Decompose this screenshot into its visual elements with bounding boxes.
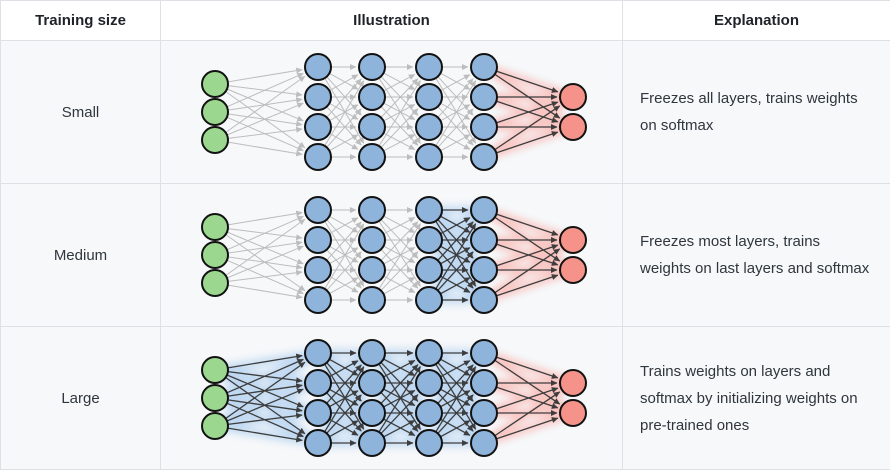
hidden-node: [416, 257, 442, 283]
hidden-node: [359, 197, 385, 223]
hidden-node: [359, 430, 385, 456]
header-training-size: Training size: [1, 1, 161, 41]
hidden-node: [471, 430, 497, 456]
hidden-node: [471, 340, 497, 366]
hidden-node: [471, 197, 497, 223]
explanation-large: Trains weights on layers and softmax by …: [623, 327, 890, 470]
hidden-node: [471, 114, 497, 140]
hidden-node: [359, 144, 385, 170]
table-row-medium: Medium Freezes most layers, trains weigh…: [1, 184, 890, 327]
hidden-node: [471, 84, 497, 110]
network-illustration-large: [161, 327, 623, 470]
input-node: [202, 357, 228, 383]
input-node: [202, 242, 228, 268]
hidden-node: [359, 114, 385, 140]
hidden-node: [305, 430, 331, 456]
network-illustration-medium: [161, 184, 623, 327]
input-node: [202, 99, 228, 125]
hidden-node: [305, 370, 331, 396]
hidden-node: [305, 227, 331, 253]
explanation-medium: Freezes most layers, trains weights on l…: [623, 184, 890, 327]
hidden-node: [471, 370, 497, 396]
input-node: [202, 214, 228, 240]
hidden-node: [416, 400, 442, 426]
hidden-node: [359, 84, 385, 110]
hidden-node: [416, 114, 442, 140]
header-explanation: Explanation: [623, 1, 890, 41]
hidden-node: [305, 257, 331, 283]
hidden-node: [305, 144, 331, 170]
hidden-node: [359, 227, 385, 253]
hidden-node: [305, 400, 331, 426]
input-node: [202, 270, 228, 296]
hidden-node: [305, 114, 331, 140]
header-illustration: Illustration: [161, 1, 623, 41]
output-node: [560, 84, 586, 110]
hidden-node: [359, 287, 385, 313]
hidden-node: [305, 197, 331, 223]
table-row-small: Small Freezes all layers, trains weights…: [1, 41, 890, 184]
hidden-node: [471, 400, 497, 426]
input-node: [202, 413, 228, 439]
hidden-node: [305, 340, 331, 366]
hidden-node: [359, 257, 385, 283]
row-label-large: Large: [1, 327, 161, 470]
hidden-node: [305, 287, 331, 313]
hidden-node: [359, 54, 385, 80]
hidden-node: [416, 54, 442, 80]
hidden-node: [359, 340, 385, 366]
hidden-node: [471, 287, 497, 313]
explanation-small: Freezes all layers, trains weights on so…: [623, 41, 890, 184]
hidden-node: [416, 227, 442, 253]
hidden-node: [416, 144, 442, 170]
neural-network-svg: [162, 41, 622, 183]
hidden-node: [416, 287, 442, 313]
input-node: [202, 71, 228, 97]
header-row: Training size Illustration Explanation: [1, 1, 890, 41]
hidden-node: [471, 227, 497, 253]
hidden-node: [416, 340, 442, 366]
output-node: [560, 114, 586, 140]
hidden-node: [359, 370, 385, 396]
input-node: [202, 385, 228, 411]
output-node: [560, 400, 586, 426]
table-header: Training size Illustration Explanation: [1, 1, 890, 41]
hidden-node: [471, 144, 497, 170]
neural-network-svg: [162, 184, 622, 326]
hidden-node: [305, 54, 331, 80]
output-node: [560, 257, 586, 283]
hidden-node: [416, 197, 442, 223]
output-node: [560, 370, 586, 396]
output-node: [560, 227, 586, 253]
row-label-medium: Medium: [1, 184, 161, 327]
hidden-node: [416, 430, 442, 456]
neural-network-svg: [162, 327, 622, 469]
hidden-node: [471, 257, 497, 283]
input-node: [202, 127, 228, 153]
table-body: Small Freezes all layers, trains weights…: [1, 41, 890, 470]
hidden-node: [305, 84, 331, 110]
table-row-large: Large Trains weights on layers and softm…: [1, 327, 890, 470]
hidden-node: [471, 54, 497, 80]
row-label-small: Small: [1, 41, 161, 184]
network-illustration-small: [161, 41, 623, 184]
hidden-node: [359, 400, 385, 426]
hidden-node: [416, 84, 442, 110]
hidden-node: [416, 370, 442, 396]
